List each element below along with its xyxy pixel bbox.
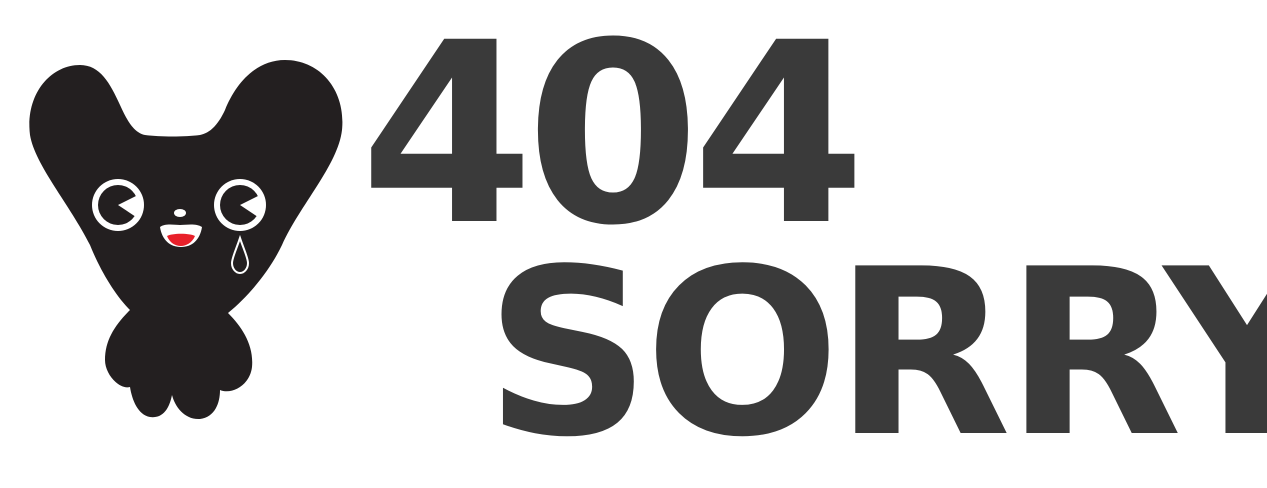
right-eye: [214, 179, 266, 231]
mascot-mouth: [160, 224, 202, 247]
left-eye: [92, 179, 144, 231]
tear-icon: [230, 234, 250, 275]
mascot-nose: [174, 209, 186, 217]
error-code: 404: [360, 0, 866, 280]
crying-mascot-icon: [29, 60, 343, 420]
error-message: SORRY: [485, 221, 1267, 488]
